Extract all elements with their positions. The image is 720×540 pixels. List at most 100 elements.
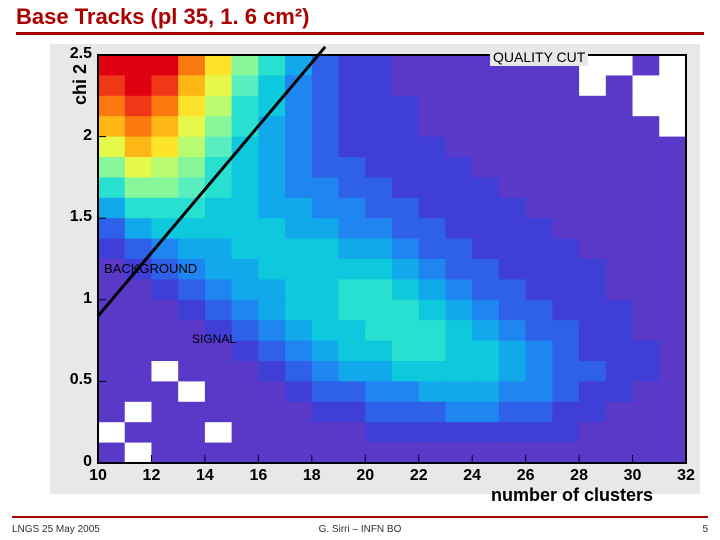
heatmap-cell — [205, 279, 232, 300]
heatmap-cell — [365, 157, 392, 178]
heatmap-cell — [125, 320, 152, 341]
heatmap-cell — [419, 279, 446, 300]
heatmap-cell — [659, 361, 686, 382]
heatmap-cell — [472, 218, 499, 239]
heatmap-cell — [125, 137, 152, 158]
heatmap-cell — [285, 177, 312, 198]
heatmap-cell — [232, 259, 259, 280]
heatmap-cell — [445, 443, 472, 464]
heatmap-cell — [606, 402, 633, 423]
heatmap-cell — [659, 422, 686, 443]
heatmap-cell — [258, 300, 285, 321]
heatmap-cell — [472, 361, 499, 382]
heatmap-cell — [499, 259, 526, 280]
heatmap-cell — [392, 320, 419, 341]
heatmap-cell — [526, 320, 553, 341]
heatmap-cell — [205, 137, 232, 158]
heatmap-cell — [579, 137, 606, 158]
heatmap-cell — [365, 239, 392, 260]
heatmap-cell — [633, 137, 660, 158]
heatmap-cell — [312, 198, 339, 219]
heatmap-cell — [659, 75, 686, 96]
heatmap-cell — [392, 137, 419, 158]
heatmap-cell — [151, 300, 178, 321]
heatmap-cell — [499, 341, 526, 362]
heatmap-cell — [633, 177, 660, 198]
heatmap-cell — [552, 443, 579, 464]
heatmap-cell — [419, 341, 446, 362]
heatmap-cell — [526, 157, 553, 178]
heatmap-cell — [472, 279, 499, 300]
heatmap-cell — [552, 341, 579, 362]
heatmap-cell — [125, 422, 152, 443]
heatmap-cell — [419, 443, 446, 464]
heatmap-cell — [258, 422, 285, 443]
heatmap-cell — [472, 259, 499, 280]
heatmap-cell — [392, 402, 419, 423]
heatmap-cell — [659, 381, 686, 402]
heatmap-cell — [285, 279, 312, 300]
heatmap-cell — [178, 443, 205, 464]
heatmap-cell — [258, 279, 285, 300]
heatmap-cell — [125, 341, 152, 362]
heatmap-cell — [606, 239, 633, 260]
heatmap-cell — [392, 218, 419, 239]
heatmap-cell — [499, 381, 526, 402]
heatmap-cell — [339, 443, 366, 464]
heatmap-cell — [419, 218, 446, 239]
heatmap-cell — [659, 239, 686, 260]
footer-author: G. Sirri – INFN BO — [0, 524, 720, 535]
heatmap-cell — [606, 361, 633, 382]
heatmap-cell — [445, 381, 472, 402]
heatmap-cell — [526, 116, 553, 137]
heatmap-cell — [178, 55, 205, 76]
heatmap-cell — [526, 96, 553, 117]
heatmap-cell — [98, 116, 125, 137]
heatmap-cell — [659, 402, 686, 423]
heatmap-cell — [151, 137, 178, 158]
heatmap-cell — [339, 381, 366, 402]
heatmap-cell — [659, 443, 686, 464]
heatmap-cell — [392, 55, 419, 76]
heatmap-cell — [258, 137, 285, 158]
heatmap-cell — [125, 177, 152, 198]
heatmap-cell — [312, 443, 339, 464]
footer-page: 5 — [702, 524, 708, 535]
heatmap-cell — [151, 279, 178, 300]
heatmap-cell — [659, 116, 686, 137]
heatmap-cell — [205, 218, 232, 239]
heatmap-cell — [98, 402, 125, 423]
heatmap-cell — [445, 361, 472, 382]
heatmap-cell — [445, 218, 472, 239]
heatmap-cell — [606, 259, 633, 280]
heatmap-cell — [232, 218, 259, 239]
heatmap-cell — [125, 402, 152, 423]
heatmap-cell — [339, 75, 366, 96]
heatmap-cell — [125, 381, 152, 402]
heatmap-cell — [526, 381, 553, 402]
heatmap-cell — [579, 259, 606, 280]
heatmap-cell — [98, 239, 125, 260]
heatmap-cell — [552, 422, 579, 443]
heatmap-cell — [579, 320, 606, 341]
y-tick-label: 2 — [52, 127, 92, 145]
heatmap-cell — [312, 137, 339, 158]
heatmap-cell — [312, 320, 339, 341]
heatmap-cell — [633, 259, 660, 280]
heatmap-cell — [285, 218, 312, 239]
heatmap-cell — [365, 259, 392, 280]
heatmap-cell — [151, 443, 178, 464]
heatmap-cell — [445, 198, 472, 219]
heatmap-cell — [552, 361, 579, 382]
heatmap-cell — [312, 422, 339, 443]
heatmap-cell — [151, 157, 178, 178]
heatmap-cell — [178, 381, 205, 402]
heatmap-cell — [205, 55, 232, 76]
heatmap-cell — [151, 320, 178, 341]
heatmap-cell — [526, 361, 553, 382]
heatmap-cell — [258, 259, 285, 280]
x-tick-label: 20 — [350, 467, 380, 485]
heatmap-cell — [365, 361, 392, 382]
heatmap-cell — [339, 157, 366, 178]
heatmap-cell — [659, 177, 686, 198]
